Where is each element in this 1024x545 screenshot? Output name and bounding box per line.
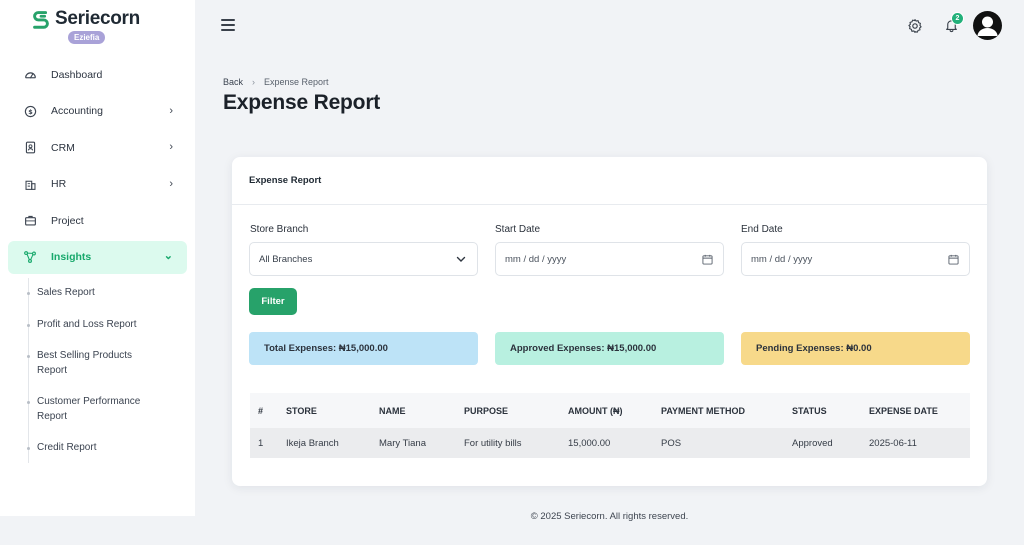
contact-book-icon	[23, 141, 37, 155]
chevron-right-icon: ›	[169, 104, 173, 117]
notification-count-badge: 2	[951, 12, 964, 25]
insights-icon	[23, 250, 37, 264]
cell-payment-method: POS	[653, 428, 784, 458]
cell-store: Ikeja Branch	[278, 428, 371, 458]
pending-expenses-card: Pending Expenses: ₦0.00	[741, 332, 970, 365]
svg-text:$: $	[28, 107, 33, 115]
store-branch-value: All Branches	[259, 253, 313, 265]
brand[interactable]: Seriecorn	[30, 8, 140, 30]
sidebar-item-insights[interactable]: Insights ⌄	[8, 240, 187, 274]
sidebar-item-label: Project	[51, 214, 84, 227]
calendar-icon[interactable]	[701, 253, 713, 265]
cell-expense-date: 2025-06-11	[861, 428, 970, 458]
sidebar-item-label: Insights	[51, 251, 92, 263]
filter-button[interactable]: Filter	[249, 288, 297, 315]
seriecorn-logo-icon	[33, 11, 49, 29]
sidebar-item-label: Dashboard	[51, 68, 103, 81]
store-branch-label: Store Branch	[250, 224, 309, 235]
sidebar-item-crm[interactable]: CRM ›	[8, 131, 187, 164]
column-header-name: NAME	[371, 393, 456, 428]
footer-copyright: © 2025 Seriecorn. All rights reserved.	[530, 511, 689, 522]
breadcrumb-separator-icon: ›	[252, 77, 256, 87]
sidebar-item-label: CRM	[51, 141, 75, 154]
breadcrumb: Back › Expense Report	[223, 77, 329, 87]
subnav-item-customer-performance-report[interactable]: Customer Performance Report	[27, 395, 152, 424]
subnav-item-credit-report[interactable]: Credit Report	[26, 441, 96, 456]
sidebar-item-label: Accounting	[51, 105, 103, 117]
building-icon	[23, 177, 37, 191]
start-date-label: Start Date	[495, 224, 541, 235]
cell-amount: 15,000.00	[560, 428, 653, 458]
sidebar-item-project[interactable]: Project	[8, 204, 187, 237]
sidebar-item-hr[interactable]: HR ›	[8, 168, 187, 201]
cell-number: 1	[250, 428, 278, 458]
table-header-row: # STORE NAME PURPOSE AMOUNT (₦) PAYMENT …	[250, 393, 970, 428]
column-header-payment-method: PAYMENT METHOD	[653, 393, 784, 428]
gauge-icon	[23, 68, 37, 82]
gear-icon[interactable]	[903, 14, 927, 38]
chevron-down-icon	[455, 253, 467, 265]
chevron-down-icon: ⌄	[163, 249, 173, 262]
sidebar-item-label: HR	[51, 178, 67, 190]
sidebar-item-accounting[interactable]: $ Accounting ›	[8, 95, 187, 128]
breadcrumb-current: Expense Report	[264, 77, 329, 87]
avatar[interactable]	[973, 11, 1002, 40]
start-date-input[interactable]: mm / dd / yyyy	[495, 242, 724, 276]
brand-name: Seriecorn	[55, 8, 140, 29]
column-header-number: #	[250, 393, 278, 428]
chevron-right-icon: ›	[169, 141, 173, 153]
column-header-amount: AMOUNT (₦)	[560, 393, 653, 428]
column-header-store: STORE	[278, 393, 371, 428]
calendar-icon[interactable]	[947, 253, 959, 265]
briefcase-icon	[23, 214, 37, 228]
end-date-placeholder: mm / dd / yyyy	[751, 253, 813, 265]
end-date-input[interactable]: mm / dd / yyyy	[741, 242, 970, 276]
store-branch-select[interactable]: All Branches	[249, 242, 478, 276]
column-header-status: STATUS	[784, 393, 861, 428]
sidebar: Seriecorn Eziefia Dashboard $ Accounting…	[0, 0, 195, 516]
page-title: Expense Report	[223, 91, 381, 114]
workspace-badge: Eziefia	[68, 31, 106, 44]
cell-name: Mary Tiana	[371, 428, 456, 458]
card-title: Expense Report	[232, 157, 987, 205]
dollar-icon: $	[23, 104, 37, 118]
cell-purpose: For utility bills	[456, 428, 560, 458]
sidebar-item-dashboard[interactable]: Dashboard	[8, 58, 187, 91]
column-header-expense-date: EXPENSE DATE	[861, 393, 970, 428]
chevron-right-icon: ›	[169, 177, 173, 190]
expense-report-card: Expense Report Store Branch All Branches…	[232, 157, 987, 486]
sidebar-nav: Dashboard $ Accounting › CRM › HR ›	[8, 58, 187, 277]
subnav-item-profit-loss-report[interactable]: Profit and Loss Report	[27, 318, 137, 333]
approved-expenses-card: Approved Expenses: ₦15,000.00	[495, 332, 724, 365]
expense-table: # STORE NAME PURPOSE AMOUNT (₦) PAYMENT …	[250, 393, 970, 458]
breadcrumb-back-link[interactable]: Back	[223, 77, 244, 87]
user-avatar-icon	[977, 16, 998, 36]
insights-subnav: Sales Report Profit and Loss Report Best…	[26, 278, 188, 463]
total-expenses-card: Total Expenses: ₦15,000.00	[249, 332, 478, 365]
subnav-item-best-selling-products-report[interactable]: Best Selling Products Report	[27, 349, 152, 378]
end-date-label: End Date	[741, 224, 783, 235]
table-row[interactable]: 1 Ikeja Branch Mary Tiana For utility bi…	[250, 428, 970, 458]
hamburger-menu-icon[interactable]	[221, 19, 235, 33]
start-date-placeholder: mm / dd / yyyy	[505, 253, 567, 265]
cell-status: Approved	[784, 428, 861, 458]
subnav-item-sales-report[interactable]: Sales Report	[27, 286, 95, 301]
column-header-purpose: PURPOSE	[456, 393, 560, 428]
